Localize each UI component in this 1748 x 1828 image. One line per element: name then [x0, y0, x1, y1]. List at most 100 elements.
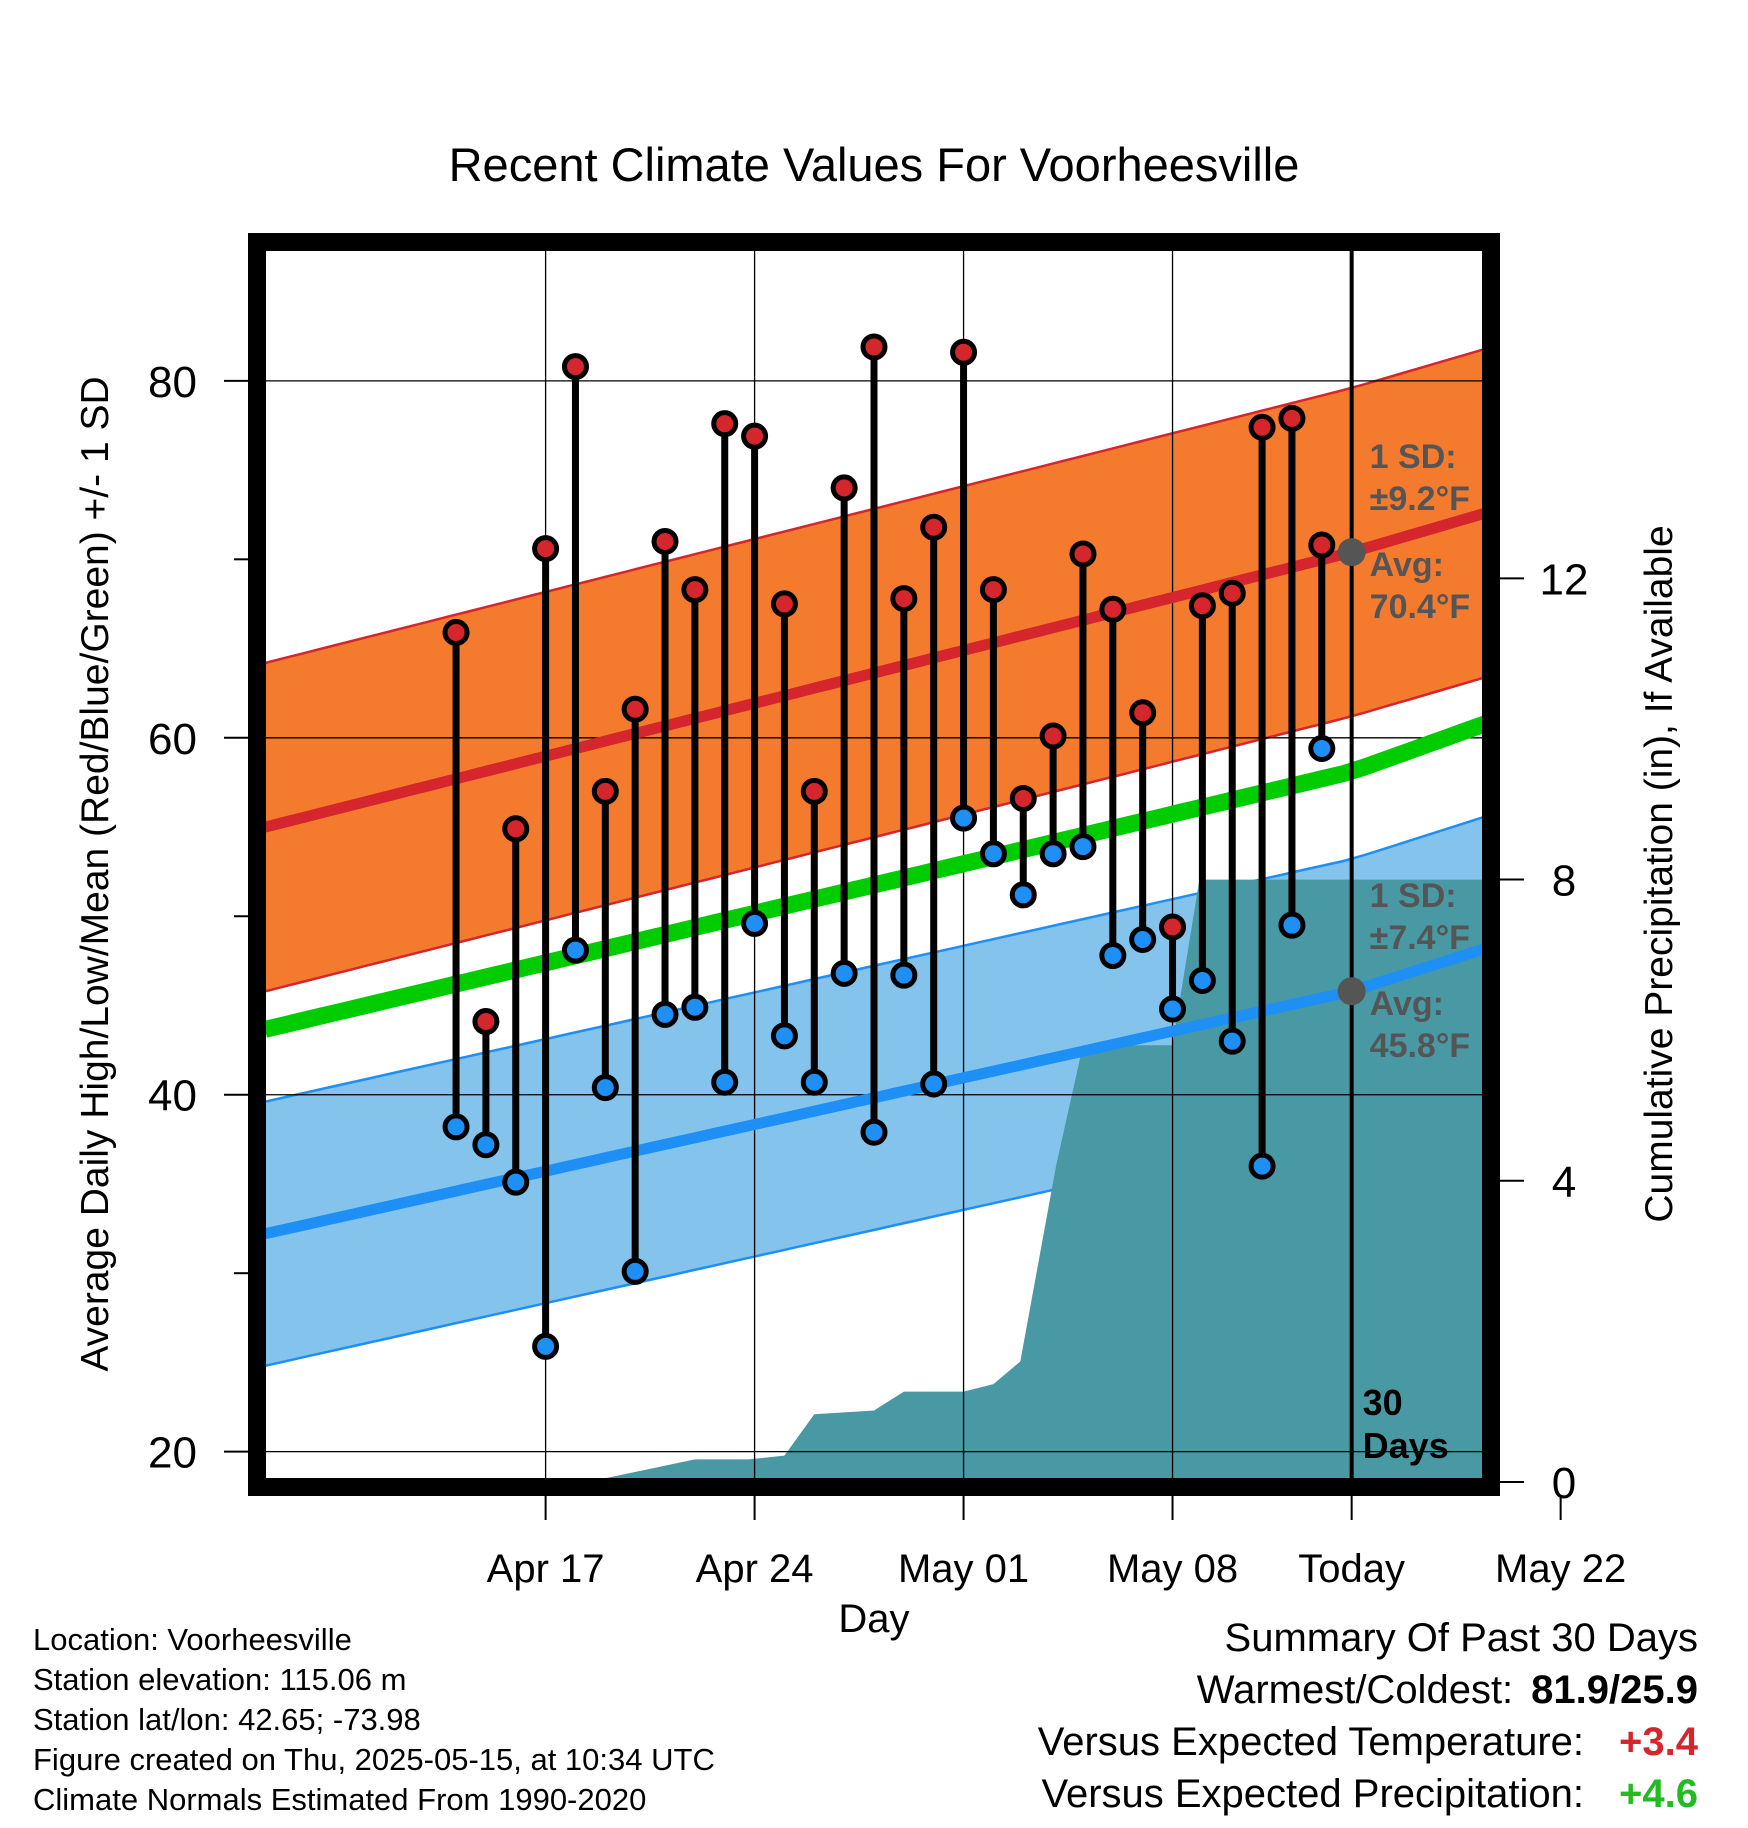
y-axis-left-label: Average Daily High/Low/Mean (Red/Blue/Gr…	[74, 376, 117, 1371]
daily-low-point	[442, 1113, 470, 1141]
daily-high-point	[472, 1008, 500, 1036]
daily-high-point	[1009, 784, 1037, 812]
low-avg-value: 45.8°F	[1370, 1027, 1471, 1065]
daily-low-point	[1159, 995, 1187, 1023]
daily-high-point	[1188, 592, 1216, 620]
daily-low-point	[950, 804, 978, 832]
daily-low-point	[1039, 840, 1067, 868]
summary-temp-row: Versus Expected Temperature: +3.4	[1038, 1716, 1698, 1768]
summary-panel: Summary Of Past 30 Days Warmest/Coldest:…	[1038, 1612, 1698, 1820]
daily-high-point	[681, 576, 709, 604]
x-axis-label: Day	[838, 1597, 909, 1641]
daily-high-point	[532, 535, 560, 563]
daily-high-point	[1129, 699, 1157, 727]
daily-low-point	[621, 1257, 649, 1285]
low-avg-label: Avg:	[1370, 985, 1444, 1023]
daily-low-point	[711, 1068, 739, 1096]
y-axis-right-label: Cumulative Precipitation (in), If Availa…	[1638, 525, 1681, 1222]
daily-low-point	[1308, 734, 1336, 762]
daily-low-point	[741, 909, 769, 937]
precip-value: +4.6	[1619, 1772, 1698, 1816]
x-tick-label: Today	[1298, 1547, 1405, 1591]
daily-high-point	[711, 410, 739, 438]
daily-high-point	[1069, 540, 1097, 568]
station-elevation: Station elevation: 115.06 m	[33, 1662, 407, 1697]
x-tick-label: May 22	[1495, 1547, 1626, 1591]
station-location: Location: Voorheesville	[33, 1622, 352, 1657]
high-sd-value: ±9.2°F	[1370, 480, 1470, 518]
daily-high-point	[1248, 413, 1276, 441]
plot-inner: 1 SD: ±9.2°F Avg: 70.4°F 1 SD: ±7.4°F Avg: 45.8…	[262, 247, 1486, 1482]
daily-low-point	[1188, 967, 1216, 995]
summary-precip-row: Versus Expected Precipitation: +4.6	[1038, 1768, 1698, 1820]
daily-low-point	[770, 1022, 798, 1050]
daily-low-point	[561, 936, 589, 964]
daily-high-point	[979, 576, 1007, 604]
daily-high-point	[502, 815, 530, 843]
today-avg-low-marker	[1337, 977, 1366, 1006]
daily-high-point	[950, 338, 978, 366]
station-latlon: Station lat/lon: 42.65; -73.98	[33, 1702, 421, 1737]
daily-high-point	[1308, 531, 1336, 559]
y-left-tick-label: 80	[148, 358, 197, 407]
summary-title: Summary Of Past 30 Days	[1224, 1616, 1698, 1660]
y-right-tick-label: 8	[1552, 857, 1576, 906]
daily-high-point	[920, 513, 948, 541]
daily-low-point	[591, 1074, 619, 1102]
daily-high-point	[442, 618, 470, 646]
daily-low-point	[830, 959, 858, 987]
daily-low-point	[502, 1168, 530, 1196]
x-tick-label: Apr 24	[696, 1547, 814, 1591]
daily-high-point	[1159, 913, 1187, 941]
daily-low-point	[1069, 833, 1097, 861]
daily-low-point	[1099, 942, 1127, 970]
y-right-tick-label: 12	[1540, 555, 1589, 604]
plot-frame	[248, 233, 1500, 1496]
daily-low-point	[1009, 881, 1037, 909]
daily-low-point	[800, 1068, 828, 1096]
y-left-tick-label: 60	[148, 715, 197, 764]
station-info: Location: Voorheesville Station elevatio…	[33, 1620, 715, 1820]
daily-low-point	[681, 993, 709, 1021]
daily-high-point	[651, 527, 679, 555]
temp-value: +3.4	[1619, 1720, 1698, 1764]
daily-high-point	[770, 590, 798, 618]
daily-high-point	[1039, 722, 1067, 750]
y-left-tick-label: 20	[148, 1429, 197, 1478]
daily-high-point	[800, 777, 828, 805]
high-sd-label: 1 SD:	[1370, 438, 1457, 476]
daily-low-point	[979, 840, 1007, 868]
high-avg-value: 70.4°F	[1370, 588, 1471, 626]
today-avg-high-marker	[1337, 538, 1366, 567]
summary-warmest-row: Warmest/Coldest: 81.9/25.9	[1038, 1664, 1698, 1716]
y-right-tick-label: 0	[1552, 1459, 1576, 1508]
daily-low-point	[1278, 911, 1306, 939]
plot-area: 1 SD: ±9.2°F Avg: 70.4°F 1 SD: ±7.4°F Avg: 45.8…	[148, 233, 1626, 1591]
daily-low-point	[651, 1000, 679, 1028]
daily-high-point	[741, 422, 769, 450]
normals-period: Climate Normals Estimated From 1990-2020	[33, 1782, 647, 1817]
window-label-number: 30	[1363, 1382, 1403, 1423]
x-tick-label: May 01	[898, 1547, 1029, 1591]
daily-high-point	[1099, 595, 1127, 623]
daily-low-point	[860, 1118, 888, 1146]
daily-low-point	[1129, 925, 1157, 953]
y-right-tick-label: 4	[1552, 1158, 1576, 1207]
daily-low-point	[920, 1070, 948, 1098]
daily-high-point	[1218, 579, 1246, 607]
low-sd-value: ±7.4°F	[1370, 919, 1470, 957]
chart-title: Recent Climate Values For Voorheesville	[449, 138, 1300, 191]
daily-low-point	[532, 1332, 560, 1360]
window-label-unit: Days	[1363, 1425, 1449, 1466]
precip-label: Versus Expected Precipitation:	[1041, 1772, 1584, 1816]
daily-low-point	[1218, 1027, 1246, 1055]
x-tick-label: Apr 17	[487, 1547, 605, 1591]
high-avg-label: Avg:	[1370, 546, 1444, 584]
y-left-tick-label: 40	[148, 1072, 197, 1121]
daily-high-point	[1278, 404, 1306, 432]
daily-high-point	[561, 353, 589, 381]
warmest-value: 81.9/25.9	[1531, 1668, 1698, 1712]
daily-low-point	[890, 961, 918, 989]
daily-low-point	[472, 1131, 500, 1159]
